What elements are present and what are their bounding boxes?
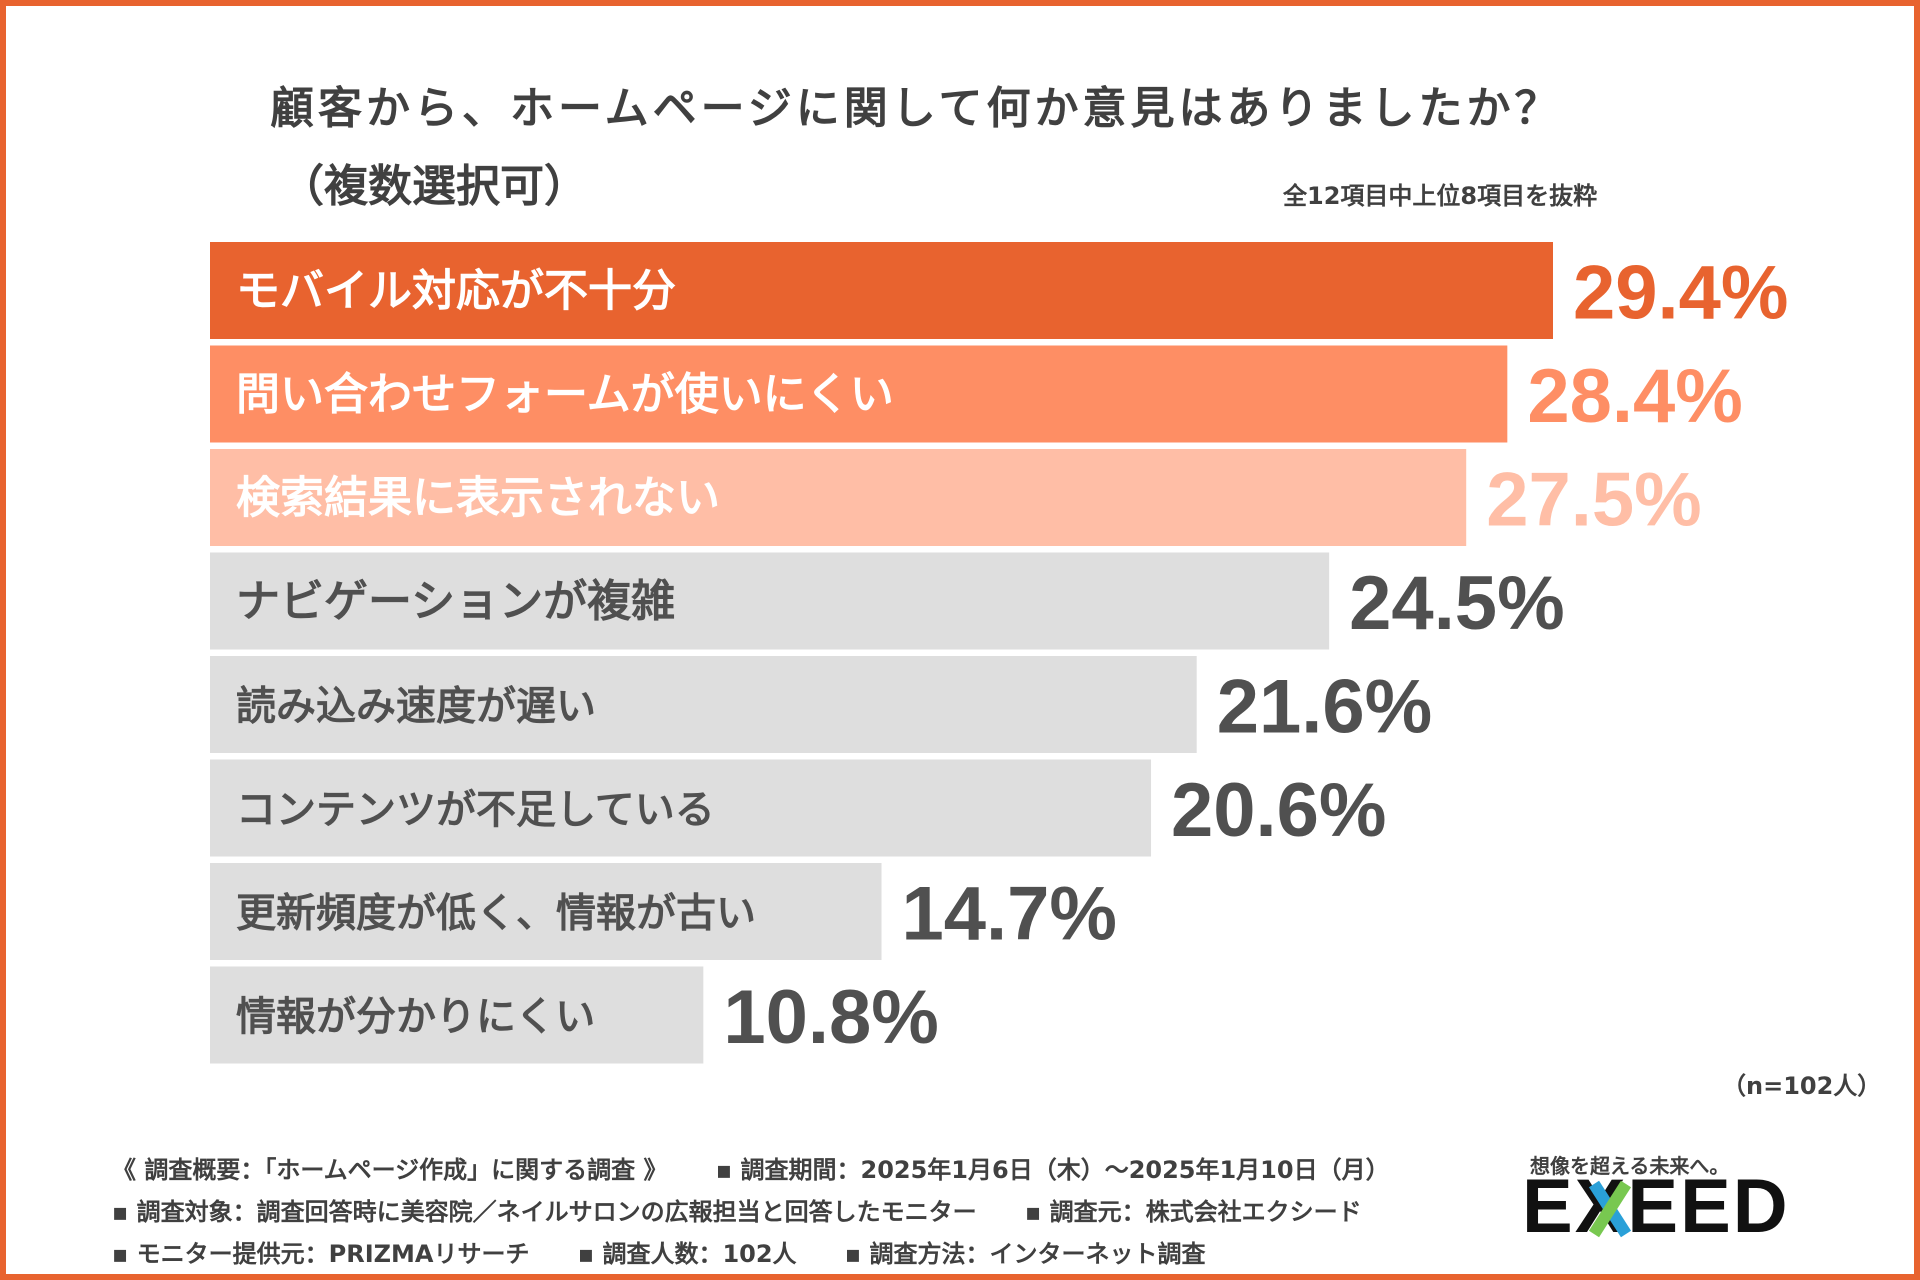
excerpt-note: 全12項目中上位8項目を抜粋 bbox=[1283, 182, 1598, 210]
chart-title-qualifier: （複数選択可） bbox=[280, 161, 588, 212]
footer-line-1: 《 調査概要：「ホームページ作成」に関する調査 》 ▪ 調査期間：2025年1月… bbox=[112, 1150, 1430, 1185]
survey-overview: 《 調査概要：「ホームページ作成」に関する調査 》 bbox=[112, 1156, 668, 1184]
bar-5 bbox=[210, 656, 1197, 753]
survey-target: ▪ 調査対象：調査回答時に美容院／ネイルサロンの広報担当と回答したモニター bbox=[112, 1198, 977, 1226]
bar-value-2: 28.4% bbox=[1527, 354, 1743, 439]
logo-tagline: 想像を超える未来へ。 bbox=[1530, 1154, 1730, 1178]
bar-label-2: 問い合わせフォームが使いにくい bbox=[236, 369, 894, 420]
survey-method: ▪ 調査方法：インターネット調査 bbox=[844, 1240, 1206, 1268]
footer-line-2: ▪ 調査対象：調査回答時に美容院／ネイルサロンの広報担当と回答したモニター ▪ … bbox=[112, 1192, 1402, 1227]
survey-source: ▪ 調査元：株式会社エクシード bbox=[1024, 1198, 1362, 1226]
bar-value-1: 29.4% bbox=[1573, 251, 1789, 336]
bar-1 bbox=[210, 242, 1553, 339]
bar-label-8: 情報が分かりにくい bbox=[236, 994, 595, 1040]
bar-value-8: 10.8% bbox=[723, 975, 939, 1060]
bar-6 bbox=[210, 759, 1152, 857]
survey-count: ▪ 調査人数：102人 bbox=[577, 1240, 797, 1268]
bar-value-3: 27.5% bbox=[1486, 458, 1702, 543]
chart-title: 顧客から、ホームページに関して何か意見はありましたか？ bbox=[270, 83, 1563, 134]
bar-value-6: 20.6% bbox=[1171, 768, 1387, 853]
sample-size-note: （n=102人） bbox=[1722, 1072, 1882, 1100]
exeed-logo-icon: EXEED bbox=[1522, 1172, 1790, 1242]
monitor-provider: ▪ モニター提供元：PRIZMAリサーチ bbox=[112, 1240, 530, 1268]
bar-label-3: 検索結果に表示されない bbox=[236, 473, 720, 524]
bar-value-4: 24.5% bbox=[1349, 561, 1565, 646]
bar-7 bbox=[210, 863, 882, 960]
bar-label-7: 更新頻度が低く、情報が古い bbox=[236, 891, 756, 937]
bar-label-6: コンテンツが不足している bbox=[236, 787, 715, 833]
bar-4 bbox=[210, 552, 1330, 650]
logo-wordmark: EXEED bbox=[1522, 1172, 1790, 1242]
bar-label-4: ナビゲーションが複雑 bbox=[236, 576, 675, 627]
survey-period: ▪ 調査期間：2025年1月6日（木）〜2025年1月10日（月） bbox=[715, 1156, 1390, 1184]
bar-label-1: モバイル対応が不十分 bbox=[236, 266, 676, 317]
bar-3 bbox=[210, 449, 1467, 546]
bar-chart: モバイル対応が不十分 29.4% 問い合わせフォームが使いにくい 28.4% 検索結果に… bbox=[210, 242, 1789, 1064]
footer-line-3: ▪ モニター提供元：PRIZMAリサーチ ▪ 調査人数：102人 ▪ 調査方法：… bbox=[112, 1234, 1246, 1269]
logo-accent-stroke-2 bbox=[1588, 1180, 1632, 1238]
bar-2 bbox=[210, 345, 1508, 443]
bar-value-7: 14.7% bbox=[902, 872, 1118, 957]
bar-value-5: 21.6% bbox=[1217, 665, 1433, 750]
bar-8 bbox=[210, 966, 704, 1064]
bar-label-5: 読み込み速度が遅い bbox=[236, 684, 596, 730]
